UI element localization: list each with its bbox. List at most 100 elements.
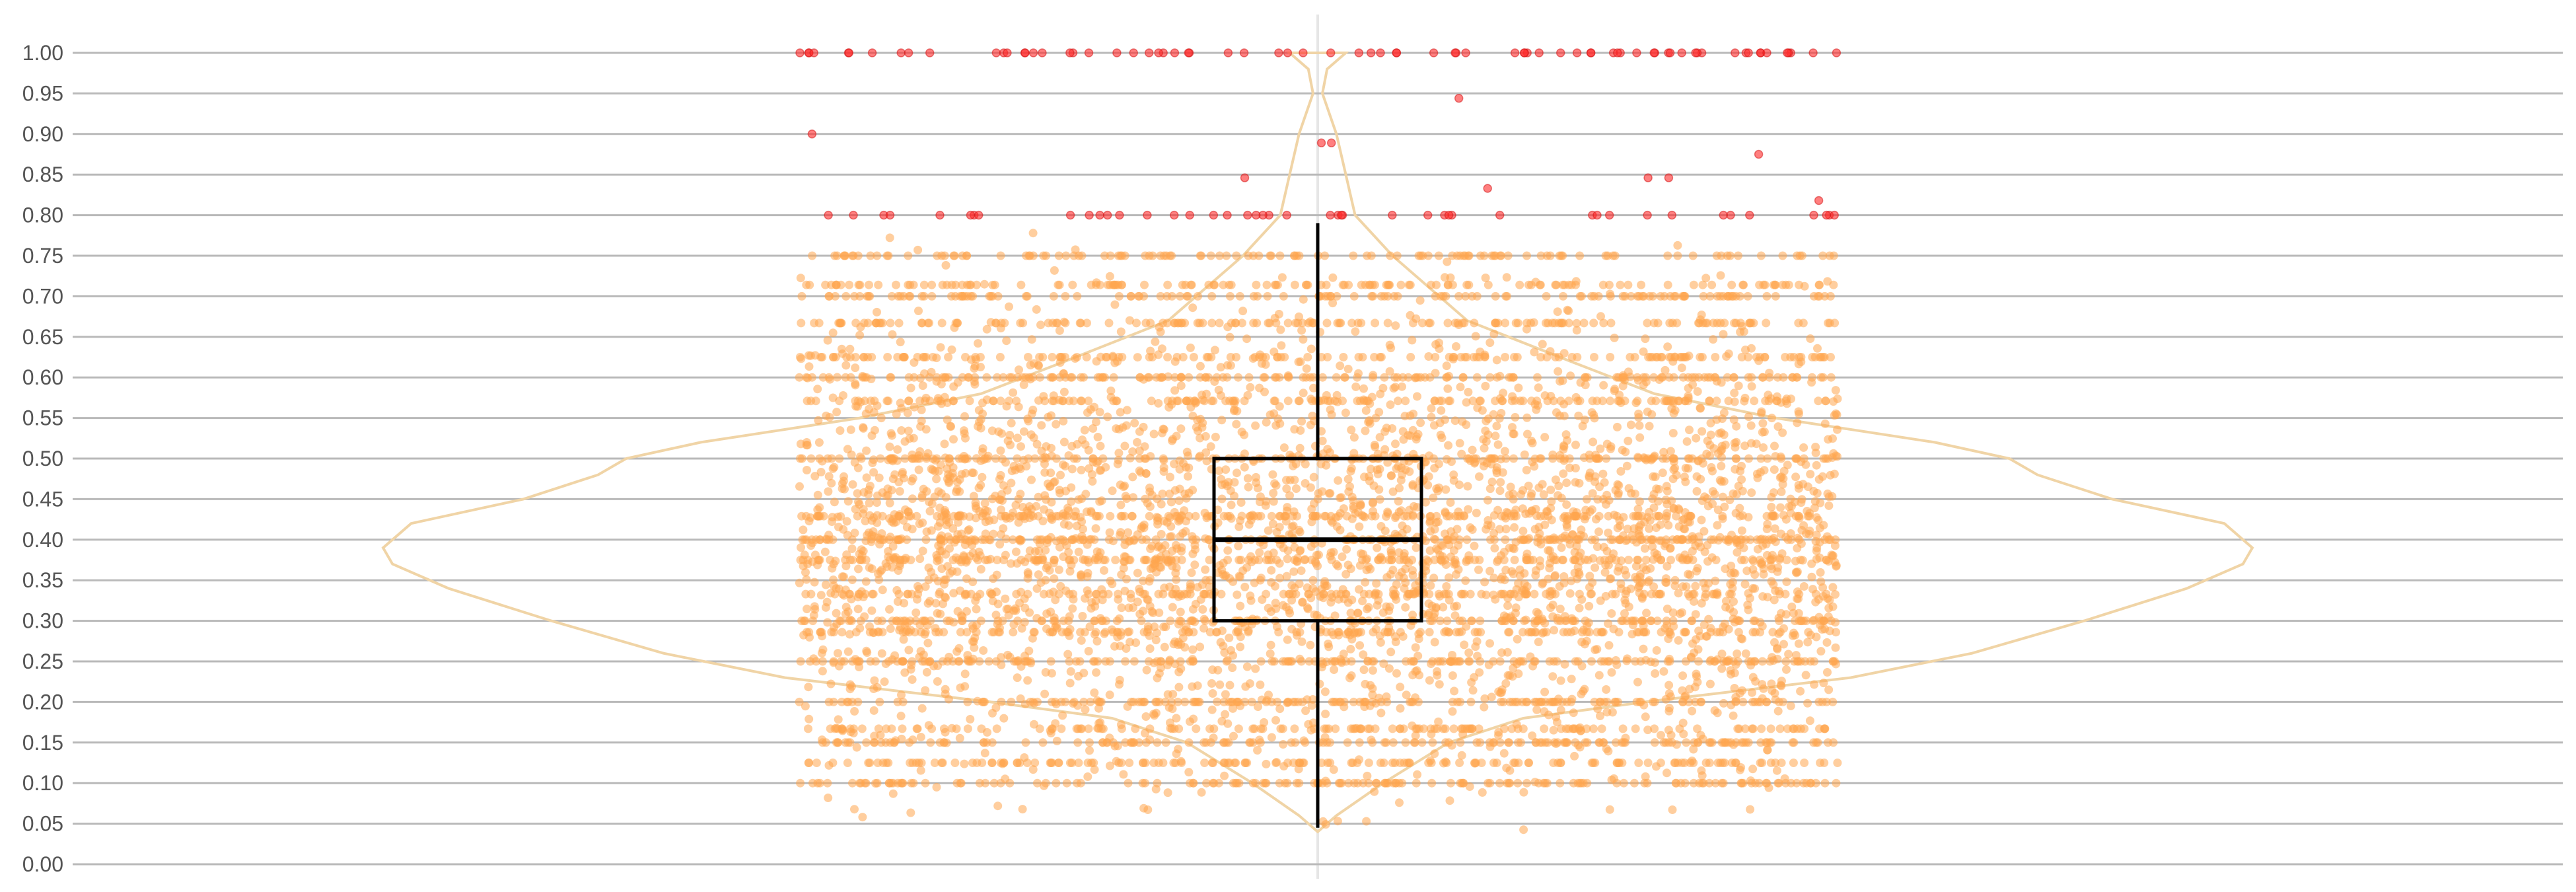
data-point [1443, 257, 1452, 266]
data-point [878, 759, 888, 767]
data-point [1762, 318, 1771, 328]
data-point [960, 669, 970, 679]
data-point [805, 714, 814, 724]
data-point [1091, 524, 1100, 533]
data-point [1763, 454, 1772, 463]
data-point [1687, 616, 1696, 626]
data-point [1566, 371, 1575, 381]
data-point [1244, 520, 1254, 529]
data-point [1435, 338, 1443, 348]
data-point [1717, 453, 1726, 462]
data-point [1471, 332, 1480, 341]
data-point [1163, 788, 1172, 798]
data-point [1268, 657, 1277, 666]
data-point [1468, 396, 1478, 406]
data-point [1749, 556, 1758, 566]
data-point [1266, 640, 1275, 650]
y-tick-label: 0.40 [22, 528, 63, 552]
data-point [1019, 427, 1028, 436]
data-point [1778, 251, 1787, 260]
data-point [1457, 778, 1466, 788]
data-point [1511, 759, 1520, 767]
data-point [1439, 724, 1448, 733]
data-point [1776, 503, 1785, 512]
data-point [1163, 291, 1172, 301]
data-point [968, 577, 978, 587]
data-point [851, 402, 861, 411]
data-point [1766, 556, 1775, 564]
data-point [1439, 603, 1448, 612]
data-point [1256, 492, 1265, 502]
data-point [1462, 398, 1471, 407]
data-point [914, 465, 923, 474]
data-point [949, 589, 958, 598]
data-point [857, 724, 867, 733]
data-point [1799, 443, 1808, 452]
data-point [953, 530, 962, 539]
data-point [1234, 556, 1244, 564]
data-point [1105, 272, 1114, 281]
data-point [1111, 556, 1120, 564]
data-point [1206, 442, 1215, 451]
data-point [1696, 697, 1705, 706]
data-point [1408, 671, 1417, 680]
data-point [868, 459, 877, 467]
data-point [1210, 346, 1219, 355]
data-point [1793, 251, 1802, 260]
data-point [1532, 607, 1541, 616]
data-point [1554, 482, 1563, 490]
data-point [1126, 593, 1135, 603]
data-point [1143, 628, 1152, 637]
data-point [1222, 251, 1231, 260]
data-point [1413, 770, 1422, 779]
data-point [1228, 663, 1237, 673]
data-point [1727, 531, 1736, 540]
data-point [1705, 396, 1714, 406]
data-point [1333, 817, 1342, 826]
data-point [1050, 574, 1059, 583]
data-point [1826, 353, 1835, 361]
data-point [1147, 396, 1156, 406]
data-point [815, 778, 824, 788]
data-point [1065, 657, 1074, 666]
data-point [1518, 504, 1527, 513]
data-point [1653, 616, 1662, 626]
data-point [1039, 392, 1048, 401]
data-point [1545, 564, 1554, 573]
data-point [1234, 724, 1243, 733]
data-point [824, 472, 834, 481]
data-point [1721, 564, 1730, 574]
data-point [1772, 766, 1781, 775]
data-point [1366, 681, 1375, 690]
y-tick-label: 0.00 [22, 852, 63, 876]
data-point [1556, 778, 1565, 788]
data-point [872, 318, 881, 328]
data-point [977, 724, 986, 733]
data-point [913, 724, 922, 733]
data-point [1233, 590, 1242, 599]
data-point [1503, 648, 1512, 657]
data-point [823, 336, 832, 345]
data-point [939, 724, 948, 733]
data-point [1558, 376, 1567, 385]
data-point [1197, 788, 1206, 797]
data-point [832, 408, 841, 417]
data-point [1540, 687, 1550, 696]
data-point [1232, 251, 1241, 260]
data-point [1499, 749, 1509, 758]
data-point [980, 279, 989, 289]
data-point [1561, 724, 1571, 733]
data-point [1744, 605, 1753, 614]
data-point [1363, 605, 1372, 614]
data-point [1828, 434, 1837, 443]
data-point [1058, 711, 1067, 720]
data-point [956, 291, 965, 301]
data-point [885, 605, 894, 614]
data-point [1391, 321, 1400, 330]
data-point [1005, 396, 1014, 406]
data-point [960, 759, 969, 768]
data-point [1342, 570, 1351, 579]
data-point [1585, 601, 1594, 611]
data-point [1346, 609, 1355, 618]
data-point [1740, 579, 1750, 589]
